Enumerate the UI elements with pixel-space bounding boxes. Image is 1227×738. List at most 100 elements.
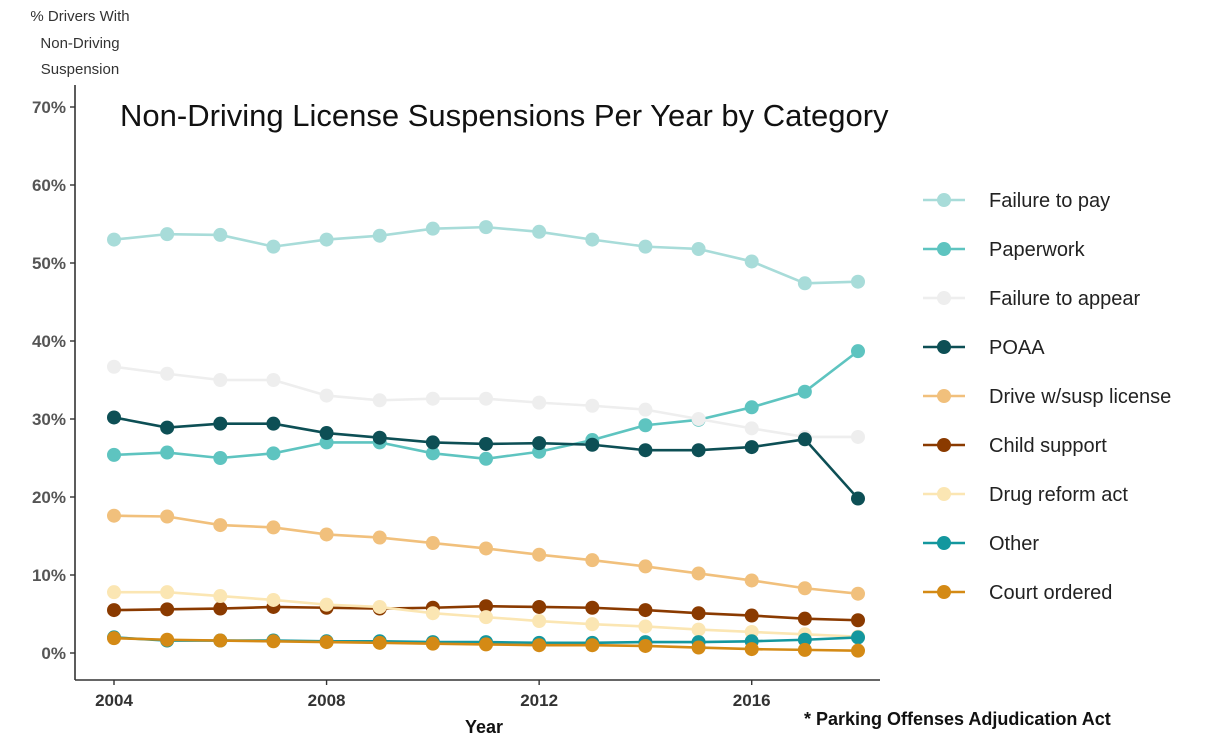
data-point [213, 601, 228, 616]
data-point [638, 239, 653, 254]
y-tick-label: 60% [32, 176, 66, 195]
data-point [266, 373, 281, 387]
data-point [585, 617, 600, 632]
x-tick-label: 2012 [520, 691, 558, 710]
footnote: * Parking Offenses Adjudication Act [804, 709, 1111, 729]
data-point [425, 435, 440, 450]
legend-item: Child support [923, 435, 1107, 457]
y-axis-label-line-3: Suspension [41, 61, 119, 78]
legend-label: Failure to pay [989, 190, 1110, 212]
data-point [744, 440, 759, 455]
data-point [797, 632, 812, 647]
y-tick-label: 50% [32, 254, 66, 273]
data-point [425, 446, 440, 461]
y-tick-label: 40% [32, 332, 66, 351]
data-point [585, 638, 600, 653]
legend-label: Other [989, 533, 1039, 555]
y-tick-label: 0% [41, 644, 66, 663]
y-tick-label: 30% [32, 410, 66, 429]
data-point [851, 613, 865, 628]
legend-item: Drug reform act [923, 484, 1128, 506]
data-point [160, 366, 175, 381]
data-point [744, 421, 759, 436]
data-point [479, 436, 493, 451]
data-point [107, 508, 121, 523]
data-point [425, 391, 440, 406]
data-point [213, 518, 228, 533]
data-point [107, 585, 121, 600]
data-point [319, 527, 334, 542]
legend: Failure to pay Paperwork Failure to appear… [923, 190, 1171, 604]
data-point [638, 559, 653, 574]
data-point [851, 429, 865, 444]
data-point [425, 536, 440, 551]
legend-label: Court ordered [989, 582, 1112, 604]
data-point [479, 599, 493, 614]
data-point [213, 227, 228, 242]
data-point [425, 221, 440, 236]
legend-swatch-point [937, 291, 951, 305]
data-point [797, 611, 812, 626]
data-point [585, 437, 600, 452]
data-point [744, 254, 759, 269]
data-point [638, 402, 653, 417]
data-point [691, 622, 706, 637]
data-point [851, 643, 865, 658]
data-point [532, 599, 547, 614]
data-point [532, 224, 547, 239]
data-point [797, 276, 812, 291]
data-point [107, 603, 121, 618]
chart-title: Non-Driving License Suspensions Per Year… [120, 98, 889, 133]
data-point [479, 220, 493, 235]
data-point [319, 635, 334, 650]
series-failure-to-pay [107, 220, 865, 291]
legend-item: Other [923, 533, 1039, 555]
legend-swatch-point [937, 242, 951, 256]
x-tick-label: 2004 [95, 691, 133, 710]
data-point [638, 603, 653, 618]
legend-swatch-point [937, 340, 951, 354]
data-point [107, 631, 121, 646]
legend-swatch-point [937, 389, 951, 403]
y-tick-label: 20% [32, 488, 66, 507]
y-tick-label: 10% [32, 566, 66, 585]
data-point [213, 633, 228, 648]
legend-label: Failure to appear [989, 288, 1141, 310]
data-point [691, 566, 706, 581]
data-point [266, 446, 281, 461]
data-point [532, 614, 547, 629]
data-point [851, 344, 865, 359]
data-point [266, 634, 281, 649]
data-point [213, 373, 228, 387]
data-point [372, 599, 387, 614]
data-point [638, 638, 653, 653]
data-point [851, 586, 865, 601]
data-point [691, 640, 706, 655]
data-point [160, 632, 175, 647]
data-point [372, 635, 387, 650]
data-point [479, 610, 493, 625]
series-drug-reform-act [107, 585, 865, 644]
y-axis-label-line-2: Non-Driving [40, 35, 119, 52]
data-point [160, 509, 175, 524]
data-point [744, 642, 759, 657]
data-point [160, 227, 175, 242]
data-point [160, 445, 175, 460]
series-poaa [107, 410, 865, 506]
axes: 0% 10% 20% 30% 40% 50% 60% 70% 2004 2008 2012 2016 [32, 85, 880, 710]
legend-label: Drug reform act [989, 484, 1128, 506]
legend-item: Failure to appear [923, 288, 1141, 310]
data-point [160, 602, 175, 617]
data-point [691, 241, 706, 256]
data-point [797, 432, 812, 447]
legend-swatch-point [937, 487, 951, 501]
data-point [479, 541, 493, 556]
legend-item: Failure to pay [923, 190, 1110, 212]
data-point [107, 359, 121, 374]
data-point [532, 638, 547, 653]
legend-swatch-point [937, 438, 951, 452]
data-point [266, 592, 281, 607]
data-point [585, 600, 600, 615]
y-axis-label: % Drivers With Non-Driving Suspension [30, 8, 129, 78]
